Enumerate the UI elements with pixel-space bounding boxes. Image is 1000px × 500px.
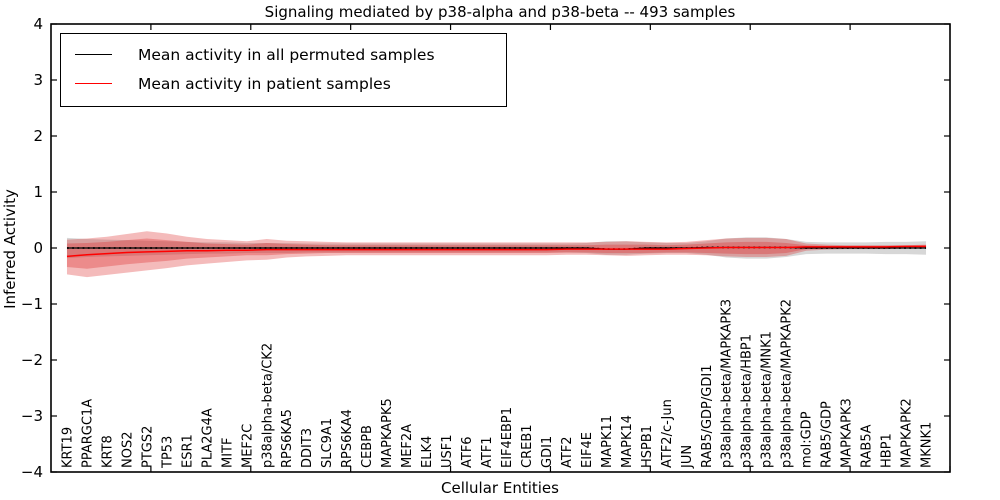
y-tick-label: 0 xyxy=(33,239,43,257)
entity-label: RPS6KA5 xyxy=(280,409,295,468)
entity-label: ATF2 xyxy=(560,436,575,468)
entity-label: p38alpha-beta/MAPKAPK2 xyxy=(780,299,795,468)
legend: Mean activity in all permuted samples Me… xyxy=(60,33,507,107)
entity-label: MAPK14 xyxy=(620,415,635,468)
entity-label: ESR1 xyxy=(180,434,195,468)
entity-label: TP53 xyxy=(160,436,175,469)
legend-item-label: Mean activity in patient samples xyxy=(138,74,391,93)
entity-label: MITF xyxy=(220,438,235,468)
entity-label: EIF4E xyxy=(580,432,595,468)
y-tick-label: −3 xyxy=(21,407,43,425)
entity-label: PTGS2 xyxy=(140,426,155,468)
entity-label: USF1 xyxy=(440,434,455,468)
entity-label: CEBPB xyxy=(360,425,375,468)
x-axis-label: Cellular Entities xyxy=(441,479,559,497)
entity-label: KRT8 xyxy=(100,435,115,468)
entity-label: p38alpha-beta/MAPKAPK3 xyxy=(720,299,735,468)
y-tick-label: 2 xyxy=(33,127,43,145)
y-tick-label: −4 xyxy=(21,463,43,481)
entity-label: MAPKAPK2 xyxy=(900,398,915,468)
entity-label: ATF2/c-Jun xyxy=(660,399,675,468)
entity-label: RPS6KA4 xyxy=(340,409,355,468)
entity-label: ELK4 xyxy=(420,436,435,468)
entity-label: RAB5/GDP/GDI1 xyxy=(700,365,715,468)
entity-label: mol:GDP xyxy=(800,411,815,468)
entity-label: PLA2G4A xyxy=(200,408,215,468)
y-tick-label: −1 xyxy=(21,295,43,313)
legend-item-label: Mean activity in all permuted samples xyxy=(138,45,435,64)
entity-label: MEF2A xyxy=(400,424,415,468)
entity-label: MAPKAPK5 xyxy=(380,398,395,468)
legend-item-patient: Mean activity in patient samples xyxy=(75,69,496,98)
y-tick-label: 3 xyxy=(33,71,43,89)
entity-label: GDI1 xyxy=(540,436,555,468)
axis-ticks xyxy=(51,23,951,473)
entity-label: p38alpha-beta/HBP1 xyxy=(740,334,755,468)
entity-label: DDIT3 xyxy=(300,428,315,468)
y-tick-labels: 4 3 2 1 0 −1 −2 −3 −4 xyxy=(21,15,43,481)
legend-item-permuted: Mean activity in all permuted samples xyxy=(75,40,496,69)
entity-label: NOS2 xyxy=(120,432,135,468)
entity-label: MAPKAPK3 xyxy=(840,398,855,468)
entity-label: PPARGC1A xyxy=(80,399,95,468)
entity-label: JUN xyxy=(680,445,695,469)
line-mean-patient xyxy=(66,245,927,258)
permuted-line-sample-icon xyxy=(75,54,112,55)
entity-label: MEF2C xyxy=(240,424,255,468)
y-tick-label: 4 xyxy=(33,15,43,33)
entity-label: HSPB1 xyxy=(640,425,655,468)
entity-label: HBP1 xyxy=(880,433,895,468)
band-patient-spread-outer xyxy=(66,231,927,278)
entity-label: ATF1 xyxy=(480,436,495,468)
entity-label: SLC9A1 xyxy=(320,418,335,468)
entity-label: RAB5/GDP xyxy=(820,401,835,468)
entity-label: p38alpha-beta/MNK1 xyxy=(760,331,775,468)
entity-label: p38alpha-beta/CK2 xyxy=(260,343,275,468)
patient-line-sample-icon xyxy=(75,83,112,84)
entity-label: CREB1 xyxy=(520,424,535,468)
entity-label: MAPK11 xyxy=(600,415,615,468)
entity-label: KRT19 xyxy=(60,427,75,468)
y-tick-label: −2 xyxy=(21,351,43,369)
entity-label: MKNK1 xyxy=(920,422,935,468)
entity-label: EIF4EBP1 xyxy=(500,407,515,468)
entity-label: ATF6 xyxy=(460,436,475,468)
chart-title: Signaling mediated by p38-alpha and p38-… xyxy=(264,3,736,21)
y-tick-label: 1 xyxy=(33,183,43,201)
entity-label: RAB5A xyxy=(860,424,875,468)
x-tick-labels: KRT19 PPARGC1A KRT8 NOS2 PTGS2 TP53 ESR1 PLA2G4… xyxy=(60,299,934,469)
band-patient-spread-inner xyxy=(66,238,927,269)
